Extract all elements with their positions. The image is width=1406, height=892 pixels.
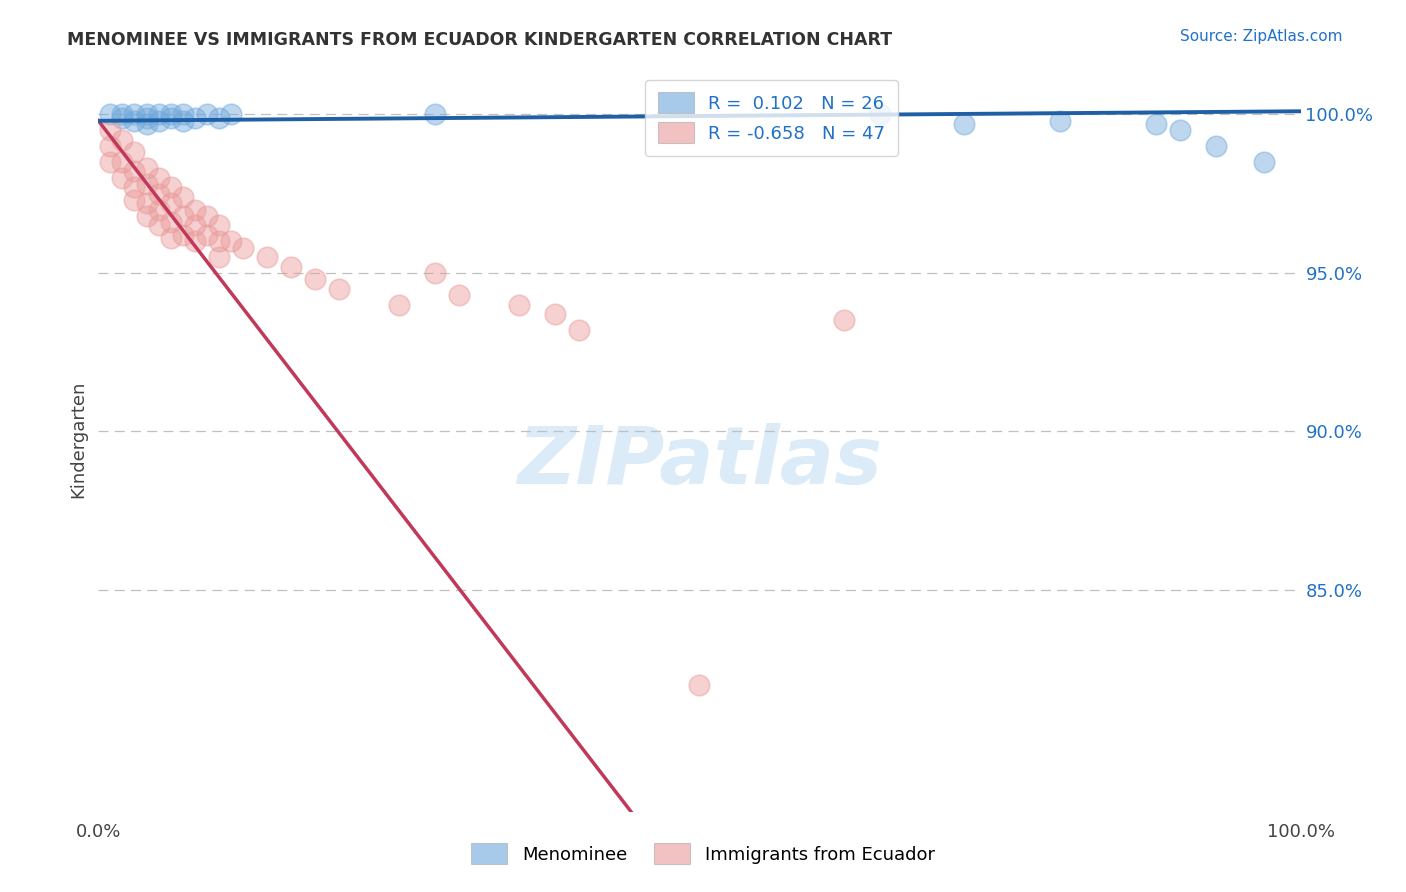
Point (172, 190, 194, 204)
Y-axis label: Kindergarten: Kindergarten (69, 381, 87, 498)
Point (111, 107, 134, 121)
Point (159, 231, 181, 245)
Point (183, 219, 205, 233)
Point (256, 250, 278, 264)
Point (172, 209, 194, 223)
Point (135, 177, 157, 191)
Point (1170, 123, 1192, 137)
Text: Source: ZipAtlas.com: Source: ZipAtlas.com (1180, 29, 1343, 44)
Point (280, 260, 302, 274)
Point (111, 170, 134, 185)
Point (100, 139, 122, 153)
Point (1205, 139, 1227, 153)
Text: MENOMINEE VS IMMIGRANTS FROM ECUADOR KINDERGARTEN CORRELATION CHART: MENOMINEE VS IMMIGRANTS FROM ECUADOR KIN… (67, 31, 893, 49)
Point (172, 113, 194, 128)
Point (135, 161, 157, 176)
Point (135, 117, 157, 131)
Point (183, 202, 205, 217)
Point (148, 186, 170, 201)
Legend: Menominee, Immigrants from Ecuador: Menominee, Immigrants from Ecuador (457, 829, 949, 879)
Point (423, 266, 446, 280)
Point (111, 155, 134, 169)
Legend: R =  0.102   N = 26, R = -0.658   N = 47: R = 0.102 N = 26, R = -0.658 N = 47 (645, 79, 898, 156)
Point (124, 164, 146, 178)
Point (159, 111, 181, 125)
Point (124, 107, 146, 121)
Point (159, 180, 181, 194)
Point (124, 180, 146, 194)
Point (148, 219, 170, 233)
Point (148, 113, 170, 128)
Point (304, 272, 326, 286)
Point (328, 282, 350, 296)
Point (124, 193, 146, 207)
Point (1144, 117, 1167, 131)
Point (208, 250, 231, 264)
Point (183, 111, 205, 125)
Point (172, 107, 194, 121)
Point (159, 107, 181, 121)
Point (124, 145, 146, 160)
Point (208, 219, 231, 233)
Point (1049, 113, 1071, 128)
Point (219, 107, 242, 121)
Point (219, 234, 242, 248)
Point (1253, 155, 1275, 169)
Point (195, 209, 218, 223)
Point (100, 155, 122, 169)
Point (100, 107, 122, 121)
Point (195, 227, 218, 242)
Point (508, 297, 530, 311)
Point (172, 227, 194, 242)
Point (148, 170, 170, 185)
Point (544, 307, 567, 321)
Point (159, 196, 181, 211)
Point (124, 113, 146, 128)
Point (869, 107, 891, 121)
Point (135, 107, 157, 121)
Point (135, 111, 157, 125)
Point (568, 323, 591, 337)
Point (148, 107, 170, 121)
Point (135, 209, 157, 223)
Point (689, 678, 711, 692)
Point (159, 215, 181, 229)
Point (232, 241, 254, 255)
Point (832, 313, 855, 327)
Point (447, 288, 470, 302)
Point (183, 234, 205, 248)
Point (388, 297, 411, 311)
Point (100, 123, 122, 137)
Point (208, 111, 231, 125)
Point (135, 196, 157, 211)
Point (953, 117, 976, 131)
Point (111, 111, 134, 125)
Point (195, 107, 218, 121)
Point (423, 107, 446, 121)
Point (148, 202, 170, 217)
Text: ZIPatlas: ZIPatlas (517, 423, 882, 500)
Point (111, 133, 134, 147)
Point (208, 234, 231, 248)
